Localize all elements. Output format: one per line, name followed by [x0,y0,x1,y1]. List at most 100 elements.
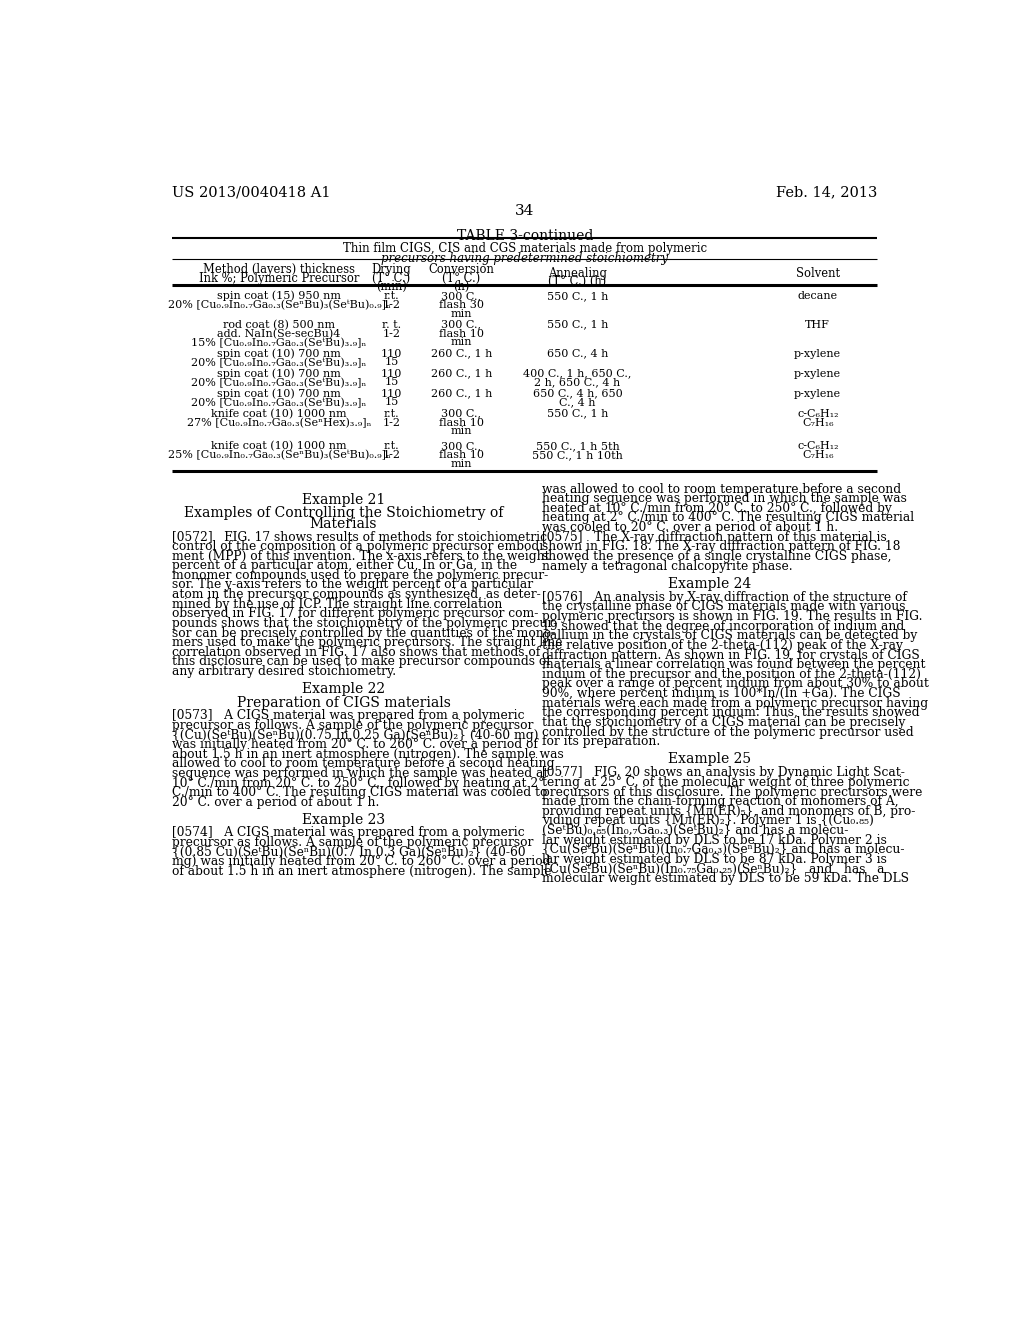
Text: 27% [Cu₀.₉In₀.₇Ga₀.₃(SeⁿHex)₃.₉]ₙ: 27% [Cu₀.₉In₀.₇Ga₀.₃(SeⁿHex)₃.₉]ₙ [186,417,372,428]
Text: indium of the precursor and the position of the 2-theta-(112): indium of the precursor and the position… [542,668,921,681]
Text: p-xylene: p-xylene [795,388,842,399]
Text: mers used to make the polymeric precursors. The straight line: mers used to make the polymeric precurso… [172,636,562,649]
Text: flash 10: flash 10 [438,329,483,338]
Text: was allowed to cool to room temperature before a second: was allowed to cool to room temperature … [542,483,901,495]
Text: Method (layers) thickness: Method (layers) thickness [203,263,355,276]
Text: p-xylene: p-xylene [795,348,842,359]
Text: atom in the precursor compounds as synthesized, as deter-: atom in the precursor compounds as synth… [172,589,541,601]
Text: US 2013/0040418 A1: US 2013/0040418 A1 [172,185,331,199]
Text: Conversion: Conversion [428,263,495,276]
Text: 19 showed that the degree of incorporation of indium and: 19 showed that the degree of incorporati… [542,619,904,632]
Text: heated at 10° C./min from 20° C. to 250° C., followed by: heated at 10° C./min from 20° C. to 250°… [542,502,892,515]
Text: Example 24: Example 24 [668,577,752,591]
Text: this disclosure can be used to make precursor compounds of: this disclosure can be used to make prec… [172,656,551,668]
Text: 550 C., 1 h 5th: 550 C., 1 h 5th [536,441,620,451]
Text: heating sequence was performed in which the sample was: heating sequence was performed in which … [542,492,906,506]
Text: sor can be precisely controlled by the quantities of the mono-: sor can be precisely controlled by the q… [172,627,555,640]
Text: percent of a particular atom, either Cu, In or Ga, in the: percent of a particular atom, either Cu,… [172,560,517,572]
Text: mg) was initially heated from 20° C. to 260° C. over a period: mg) was initially heated from 20° C. to … [172,855,551,869]
Text: 110: 110 [381,368,402,379]
Text: {(0.85 Cu)(SeᵗBu)(SeⁿBu)(0.7 In,0.3 Ga)(SeⁿBu)₂} (40-60: {(0.85 Cu)(SeᵗBu)(SeⁿBu)(0.7 In,0.3 Ga)(… [172,846,525,858]
Text: tering at 25° C. of the molecular weight of three polymeric: tering at 25° C. of the molecular weight… [542,776,909,789]
Text: shown in FIG. 18. The X-ray diffraction pattern of FIG. 18: shown in FIG. 18. The X-ray diffraction … [542,540,900,553]
Text: 1-2: 1-2 [383,300,400,310]
Text: 20% [Cu₀.₉In₀.₇Ga₀.₃(SeⁿBu)₃(SeᵗBu)₀.₉]ₙ: 20% [Cu₀.₉In₀.₇Ga₀.₃(SeⁿBu)₃(SeᵗBu)₀.₉]ₙ [168,300,390,310]
Text: 25% [Cu₀.₉In₀.₇Ga₀.₃(SeⁿBu)₃(SeᵗBu)₀.₉]ₙ: 25% [Cu₀.₉In₀.₇Ga₀.₃(SeⁿBu)₃(SeᵗBu)₀.₉]ₙ [168,450,390,461]
Text: the relative position of the 2-theta-(112) peak of the X-ray: the relative position of the 2-theta-(11… [542,639,903,652]
Text: min: min [451,459,472,469]
Text: spin coat (10) 700 nm: spin coat (10) 700 nm [217,388,341,399]
Text: was initially heated from 20° C. to 260° C. over a period of: was initially heated from 20° C. to 260°… [172,738,538,751]
Text: min: min [451,338,472,347]
Text: precursors of this disclosure. The polymeric precursors were: precursors of this disclosure. The polym… [542,785,923,799]
Text: rod coat (8) 500 nm: rod coat (8) 500 nm [223,319,335,330]
Text: (T° C.) (h): (T° C.) (h) [549,276,606,289]
Text: Preparation of CIGS materials: Preparation of CIGS materials [237,696,451,710]
Text: [0576]   An analysis by X-ray diffraction of the structure of: [0576] An analysis by X-ray diffraction … [542,591,906,603]
Text: 260 C., 1 h: 260 C., 1 h [430,368,492,379]
Text: ment (MPP) of this invention. The x-axis refers to the weight: ment (MPP) of this invention. The x-axis… [172,549,550,562]
Text: materials were each made from a polymeric precursor having: materials were each made from a polymeri… [542,697,928,710]
Text: 1-2: 1-2 [383,329,400,338]
Text: 550 C., 1 h 10th: 550 C., 1 h 10th [532,450,623,461]
Text: [0572]   FIG. 17 shows results of methods for stoichiometric: [0572] FIG. 17 shows results of methods … [172,531,547,544]
Text: flash 10: flash 10 [438,417,483,428]
Text: lar weight estimated by DLS to be 87 kDa. Polymer 3 is: lar weight estimated by DLS to be 87 kDa… [542,853,887,866]
Text: the crystalline phase of CIGS materials made with various: the crystalline phase of CIGS materials … [542,601,905,614]
Text: (T° C.): (T° C.) [442,272,480,285]
Text: 650 C., 4 h: 650 C., 4 h [547,348,608,359]
Text: control of the composition of a polymeric precursor embodi-: control of the composition of a polymeri… [172,540,548,553]
Text: 300 C.,: 300 C., [441,441,481,451]
Text: 260 C., 1 h: 260 C., 1 h [430,388,492,399]
Text: C₇H₁₆: C₇H₁₆ [802,450,834,461]
Text: Example 21: Example 21 [302,492,385,507]
Text: lar weight estimated by DLS to be 17 kDa. Polymer 2 is: lar weight estimated by DLS to be 17 kDa… [542,834,887,846]
Text: 90%, where percent indium is 100*In/(In +Ga). The CIGS: 90%, where percent indium is 100*In/(In … [542,686,900,700]
Text: (h): (h) [453,280,469,293]
Text: 34: 34 [515,203,535,218]
Text: providing repeat units {Mᴫ(ER)₅}, and monomers of B, pro-: providing repeat units {Mᴫ(ER)₅}, and mo… [542,805,915,818]
Text: add. NaIn(Se-secBu)4: add. NaIn(Se-secBu)4 [217,329,341,339]
Text: diffraction pattern. As shown in FIG. 19, for crystals of CIGS: diffraction pattern. As shown in FIG. 19… [542,648,920,661]
Text: C., 4 h: C., 4 h [559,397,596,408]
Text: the corresponding percent indium. Thus, the results showed: the corresponding percent indium. Thus, … [542,706,920,719]
Text: {Cu(SeᵗBu)(SeⁿBu)(In₀.₇₅Ga₀.₂₅)(SeⁿBu)₂}   and   has   a: {Cu(SeᵗBu)(SeⁿBu)(In₀.₇₅Ga₀.₂₅)(SeⁿBu)₂}… [542,862,885,875]
Text: [0573]   A CIGS material was prepared from a polymeric: [0573] A CIGS material was prepared from… [172,709,524,722]
Text: (T° C.): (T° C.) [373,272,411,285]
Text: 1-2: 1-2 [383,450,400,461]
Text: spin coat (15) 950 nm: spin coat (15) 950 nm [217,290,341,301]
Text: about 1.5 h in an inert atmosphere (nitrogen). The sample was: about 1.5 h in an inert atmosphere (nitr… [172,748,564,760]
Text: was cooled to 20° C. over a period of about 1 h.: was cooled to 20° C. over a period of ab… [542,521,838,535]
Text: Drying: Drying [372,263,412,276]
Text: r.t.: r.t. [384,290,399,301]
Text: {Cu(SeᵗBu)(SeⁿBu)(In₀.₇Ga₀.₃)(SeⁿBu)₂} and has a molecu-: {Cu(SeᵗBu)(SeⁿBu)(In₀.₇Ga₀.₃)(SeⁿBu)₂} a… [542,843,904,857]
Text: sor. The y-axis refers to the weight percent of a particular: sor. The y-axis refers to the weight per… [172,578,534,591]
Text: correlation observed in FIG. 17 also shows that methods of: correlation observed in FIG. 17 also sho… [172,645,541,659]
Text: C./min to 400° C. The resulting CIGS material was cooled to: C./min to 400° C. The resulting CIGS mat… [172,787,548,800]
Text: Thin film CIGS, CIS and CGS materials made from polymeric: Thin film CIGS, CIS and CGS materials ma… [343,243,707,255]
Text: gallium in the crystals of CIGS materials can be detected by: gallium in the crystals of CIGS material… [542,630,918,643]
Text: Example 23: Example 23 [302,813,385,828]
Text: r.t.: r.t. [384,441,399,451]
Text: (SeᵗBu)₀.₈₅(In₀.₇Ga₀.₃)(SeᵗBu)₂} and has a molecu-: (SeᵗBu)₀.₈₅(In₀.₇Ga₀.₃)(SeᵗBu)₂} and has… [542,824,848,837]
Text: peak over a range of percent indium from about 30% to about: peak over a range of percent indium from… [542,677,929,690]
Text: 300 C.,: 300 C., [441,319,481,330]
Text: [0575]   The X-ray diffraction pattern of this material is: [0575] The X-ray diffraction pattern of … [542,531,887,544]
Text: materials a linear correlation was found between the percent: materials a linear correlation was found… [542,659,926,671]
Text: showed the presence of a single crystalline CIGS phase,: showed the presence of a single crystall… [542,550,891,562]
Text: 650 C., 4 h, 650: 650 C., 4 h, 650 [532,388,623,399]
Text: C₇H₁₆: C₇H₁₆ [802,417,834,428]
Text: 20% [Cu₀.₉In₀.₇Ga₀.₃(SeᵗBu)₃.₉]ₙ: 20% [Cu₀.₉In₀.₇Ga₀.₃(SeᵗBu)₃.₉]ₙ [191,358,367,368]
Text: heating at 2° C./min to 400° C. The resulting CIGS material: heating at 2° C./min to 400° C. The resu… [542,511,914,524]
Text: 10° C./min from 20° C. to 250° C., followed by heating at 2°: 10° C./min from 20° C. to 250° C., follo… [172,776,545,789]
Text: Examples of Controlling the Stoichiometry of: Examples of Controlling the Stoichiometr… [183,507,503,520]
Text: (min): (min) [376,280,407,293]
Text: 20° C. over a period of about 1 h.: 20° C. over a period of about 1 h. [172,796,380,809]
Text: molecular weight estimated by DLS to be 59 kDa. The DLS: molecular weight estimated by DLS to be … [542,873,909,886]
Text: {(Cu)(SeᵗBu)(SeⁿBu)(0.75 In,0.25 Ga)(SeⁿBu)₂} (40-60 mg): {(Cu)(SeᵗBu)(SeⁿBu)(0.75 In,0.25 Ga)(Seⁿ… [172,729,539,742]
Text: 15: 15 [384,358,398,367]
Text: 20% [Cu₀.₉In₀.₇Ga₀.₃(SeᵗBu)₃.₉]ₙ: 20% [Cu₀.₉In₀.₇Ga₀.₃(SeᵗBu)₃.₉]ₙ [191,378,367,388]
Text: precursors having predetermined stoichiometry: precursors having predetermined stoichio… [381,252,669,265]
Text: for its preparation.: for its preparation. [542,735,660,748]
Text: 2 h, 650 C., 4 h: 2 h, 650 C., 4 h [535,378,621,388]
